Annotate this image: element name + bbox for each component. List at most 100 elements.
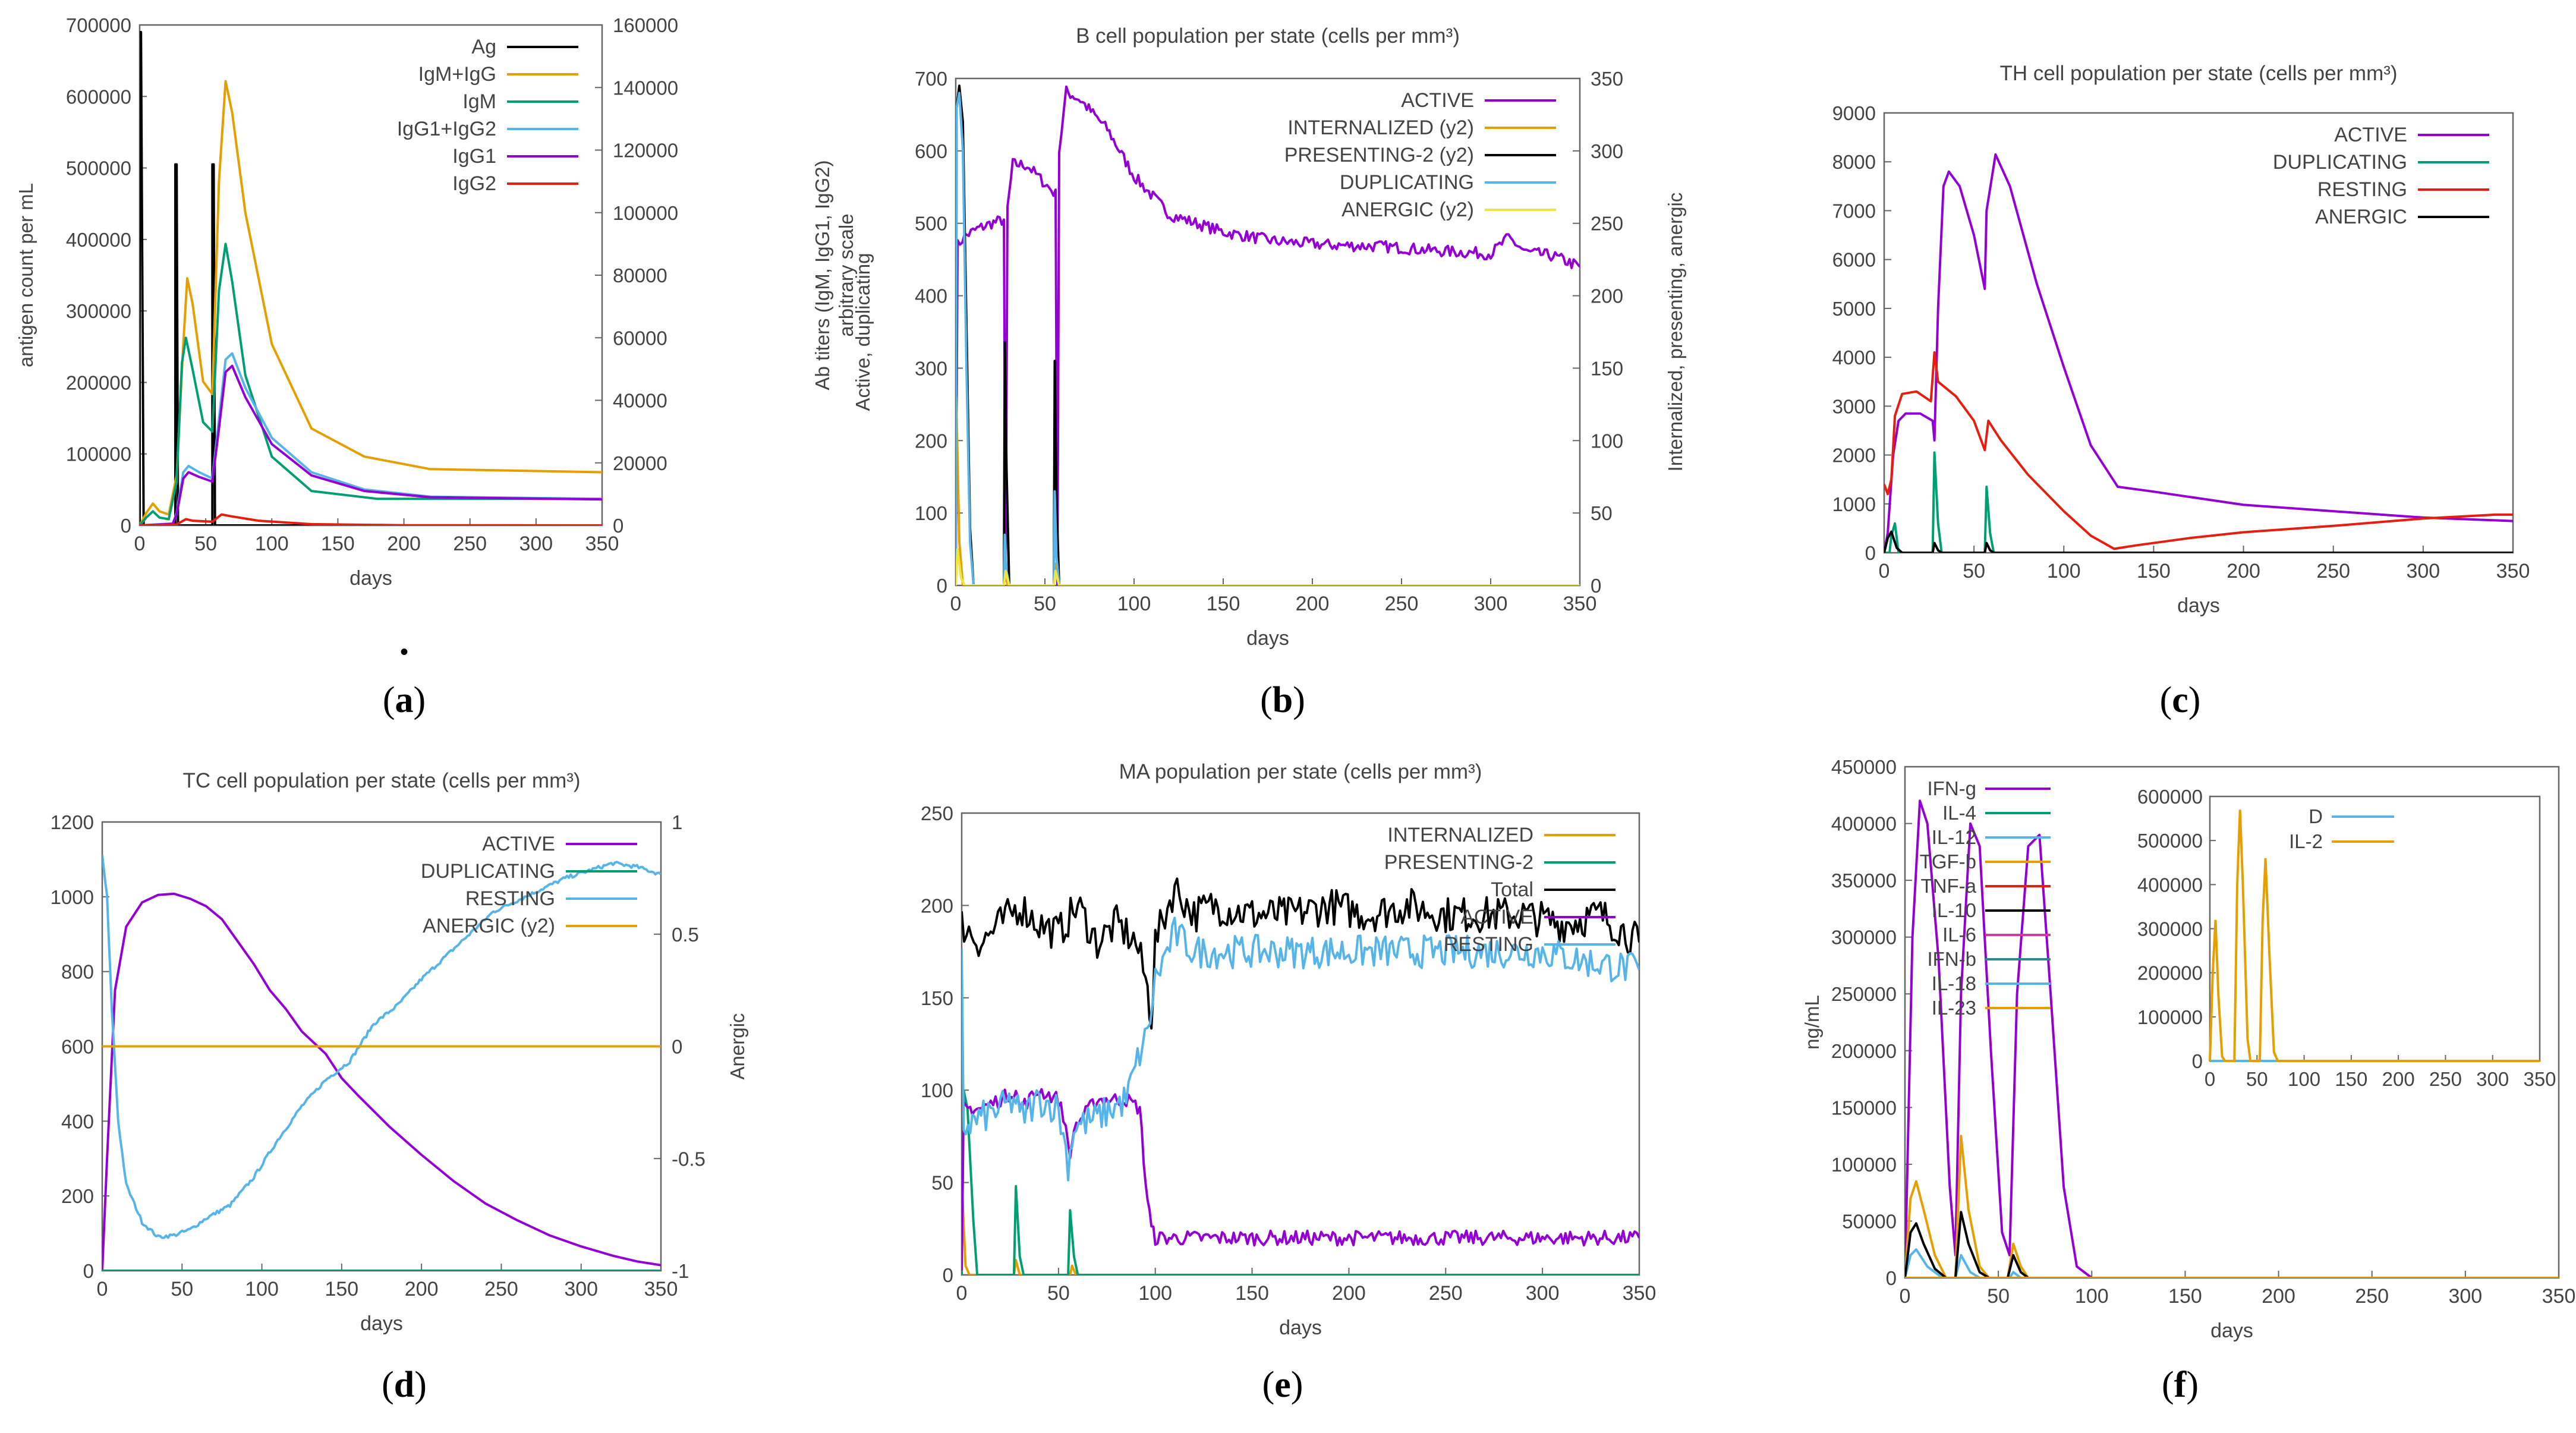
caption-letter: c	[2172, 680, 2188, 720]
y2-axis-label: arbitrary scale	[835, 213, 857, 336]
inset-y-tick-label: 400000	[2137, 874, 2203, 896]
y2-tick-label: 250	[1591, 213, 1623, 235]
inset-legend-label: D	[2309, 805, 2323, 827]
series-group	[1905, 799, 2559, 1278]
legend-label: IFN-b	[1928, 948, 1977, 970]
panel-caption: (f)	[2162, 1365, 2199, 1405]
x-tick-label: 300	[2406, 560, 2440, 582]
panel-caption: (e)	[1262, 1365, 1303, 1405]
legend: ACTIVE DUPLICATING RESTING ANERGIC	[2273, 124, 2489, 228]
legend-label: IL-4	[1942, 802, 1976, 824]
series-line-ag	[140, 31, 602, 525]
x-tick-label: 200	[2262, 1285, 2295, 1308]
x-axis-label: days	[1279, 1317, 1322, 1339]
chart-title: TH cell population per state (cells per …	[1999, 62, 2397, 85]
legend-label: DUPLICATING	[2273, 151, 2407, 174]
y-tick-label: 4000	[1832, 347, 1876, 369]
y-tick-label: 400000	[1831, 813, 1897, 835]
y-tick-label: 600000	[66, 86, 131, 108]
legend-label: INTERNALIZED	[1387, 824, 1533, 846]
x-tick-label: 300	[519, 533, 553, 555]
x-tick-label: 300	[1526, 1282, 1560, 1305]
y2-tick-label: 200	[1591, 285, 1623, 307]
y2-tick-label: 40000	[613, 390, 667, 412]
y-tick-label: 500000	[66, 158, 131, 179]
x-tick-label: 0	[956, 1282, 968, 1305]
series-group	[956, 84, 1580, 585]
x-tick-label: 100	[1117, 593, 1151, 615]
panel-caption: (b)	[1260, 680, 1305, 720]
caption-paren: (	[1260, 680, 1273, 720]
x-tick-label: 200	[387, 533, 421, 555]
y2-tick-label: 60000	[613, 327, 667, 349]
legend-label: ANERGIC (y2)	[423, 915, 555, 937]
legend-label: IL-12	[1932, 826, 1976, 848]
legend: ACTIVE DUPLICATING RESTING ANERGIC (y2)	[421, 833, 637, 937]
chart-b: 0 50 100 150 200 250 300 3500100200300400500600…	[852, 24, 1686, 720]
x-tick-label: 0	[134, 533, 146, 555]
y-axis-label: Active, duplicating	[852, 253, 874, 411]
legend: Ag IgM+IgG IgM IgG1+IgG2 IgG1 IgG2	[397, 36, 578, 195]
y2-tick-label: 0	[1591, 575, 1601, 597]
series-line-internalized	[962, 1199, 1639, 1275]
caption-letter: f	[2174, 1365, 2187, 1405]
y-tick-label: 9000	[1832, 102, 1876, 124]
y2-tick-label: 0	[613, 515, 623, 537]
chart-e: 0 50 100 150 200 250 300 350 0 50 100 150 200 250 days…	[921, 760, 1656, 1405]
y-tick-label: 800	[61, 961, 94, 983]
caption-letter: d	[394, 1365, 414, 1405]
x-tick-label: 0	[1900, 1285, 1911, 1308]
inset-x-tick-label: 50	[2246, 1068, 2268, 1090]
legend-label: IgG1+IgG2	[397, 118, 496, 140]
y-tick-label: 150000	[1831, 1097, 1897, 1119]
x-tick-label: 0	[1879, 560, 1890, 582]
y-tick-label: 2000	[1832, 445, 1876, 467]
caption-letter: a	[395, 680, 414, 720]
caption-paren: (	[2162, 1365, 2174, 1405]
y-tick-label: 300000	[66, 300, 131, 322]
x-tick-label: 150	[2137, 560, 2171, 582]
y-tick-label: 150	[921, 987, 953, 1009]
y-tick-label: 3000	[1832, 395, 1876, 417]
legend-label: IgG2	[452, 172, 496, 195]
legend-label: ACTIVE	[1401, 89, 1474, 112]
inset-y-tick-label: 0	[2192, 1050, 2203, 1072]
x-axis-label: days	[349, 567, 392, 590]
y2-tick-label: 1	[672, 811, 682, 833]
inset-y-tick-label: 200000	[2137, 962, 2203, 984]
legend-label: INTERNALIZED (y2)	[1287, 116, 1474, 139]
caption-paren: )	[2188, 680, 2201, 720]
x-tick-label: 350	[2542, 1285, 2576, 1308]
legend-label: RESTING	[2317, 178, 2407, 201]
x-axis-label: days	[2177, 594, 2220, 617]
x-tick-label: 350	[644, 1278, 678, 1300]
legend-label: IFN-g	[1928, 777, 1977, 799]
legend-label: DUPLICATING	[1340, 171, 1474, 194]
y-tick-label: 8000	[1832, 151, 1876, 173]
x-tick-label: 50	[171, 1278, 193, 1300]
y-tick-label: 250	[921, 802, 953, 824]
series-line-il-10	[1905, 1211, 2559, 1278]
x-tick-label: 250	[484, 1278, 518, 1300]
y-tick-label: 200000	[66, 371, 131, 393]
caption-paren: )	[1291, 1365, 1303, 1405]
legend-label: IgM+IgG	[418, 63, 496, 86]
legend-label: IL-6	[1942, 924, 1976, 946]
caption-letter: b	[1273, 680, 1293, 720]
series-line-duplicating	[956, 92, 1580, 585]
chart-d: 0 50 100 150 200 250 300 350 0 200 400 600 800 1000 12…	[51, 769, 748, 1405]
y-tick-label: 500	[915, 213, 947, 235]
x-tick-label: 200	[1332, 1282, 1366, 1305]
inset-y-tick-label: 600000	[2137, 786, 2203, 808]
series-line-tgf-b	[1905, 1135, 2559, 1278]
x-axis-label: days	[1246, 627, 1289, 650]
y-tick-label: 700000	[66, 14, 131, 36]
y2-tick-label: 0.5	[672, 924, 699, 946]
caption-paren: (	[383, 680, 395, 720]
inset-x-tick-label: 200	[2382, 1068, 2415, 1090]
y-tick-label: 100	[915, 502, 947, 524]
y2-tick-label: 20000	[613, 452, 667, 474]
y2-tick-label: 120000	[613, 140, 678, 162]
series-line-active	[102, 892, 661, 1271]
